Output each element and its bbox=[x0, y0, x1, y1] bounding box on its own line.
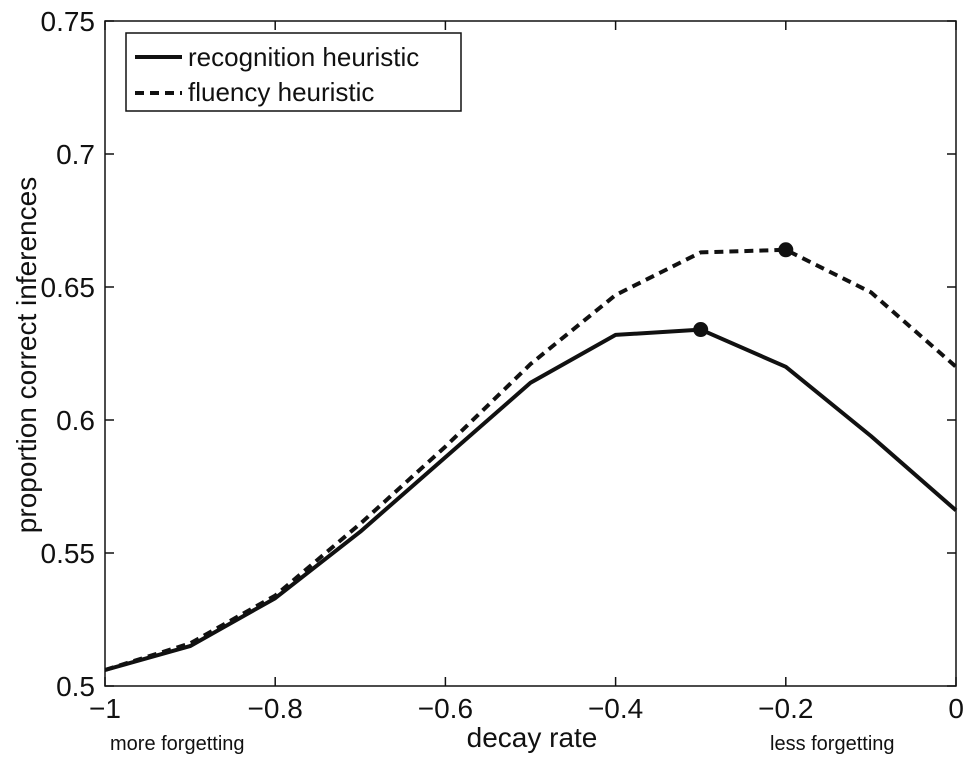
x-tick-label: −0.6 bbox=[418, 693, 473, 724]
y-tick-label: 0.7 bbox=[56, 139, 95, 170]
annotation-less-forgetting: less forgetting bbox=[770, 733, 895, 755]
y-tick-label: 0.65 bbox=[41, 272, 96, 303]
y-axis-label: proportion correct inferences bbox=[11, 177, 42, 533]
y-tick-label: 0.55 bbox=[41, 538, 96, 569]
legend-label-fluency: fluency heuristic bbox=[188, 77, 374, 107]
annotation-more-forgetting: more forgetting bbox=[110, 733, 245, 755]
series-line-recognition bbox=[104, 327, 958, 672]
peak-marker-fluency bbox=[778, 242, 794, 258]
y-tick-label: 0.5 bbox=[56, 671, 95, 702]
y-tick-label: 0.6 bbox=[56, 405, 95, 436]
x-axis-label: decay rate bbox=[467, 722, 598, 753]
x-tick-label: −0.2 bbox=[758, 693, 813, 724]
peak-marker-recognition bbox=[693, 322, 709, 338]
x-tick-label: −0.8 bbox=[248, 693, 303, 724]
x-tick-label: −0.4 bbox=[588, 693, 643, 724]
legend-box bbox=[125, 32, 462, 112]
axis-ticks bbox=[104, 20, 957, 687]
y-tick-label: 0.75 bbox=[41, 6, 96, 37]
series-line-fluency bbox=[104, 247, 958, 672]
x-tick-label: 0 bbox=[948, 693, 964, 724]
legend: recognition heuristic fluency heuristic bbox=[125, 32, 462, 112]
series-layer bbox=[104, 242, 958, 672]
legend-label-recognition: recognition heuristic bbox=[188, 42, 419, 72]
plot-frame bbox=[104, 20, 957, 687]
x-tick-label: −1 bbox=[89, 693, 121, 724]
tick-labels: −1 −0.8 −0.6 −0.4 −0.2 0 0.5 0.55 0.6 0.65 0.7 0.75 bbox=[41, 6, 965, 724]
